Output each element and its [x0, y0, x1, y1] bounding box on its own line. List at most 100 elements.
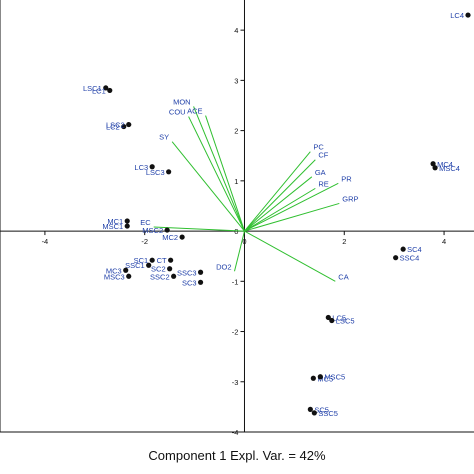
score-label: MSC2: [142, 226, 163, 235]
score-point: [146, 262, 152, 268]
loading-vector: [171, 141, 245, 232]
score-label: MC2: [162, 233, 178, 242]
score-label: LC5: [332, 313, 346, 322]
score-point: [432, 165, 438, 171]
loading-label: GRP: [342, 194, 358, 203]
score-point: [400, 246, 406, 252]
y-tick-label: 2: [234, 127, 238, 136]
loading-vector: [244, 187, 316, 232]
score-point: [126, 273, 132, 279]
score-label: SSC1: [125, 261, 145, 270]
score-label: LSC5: [336, 316, 355, 325]
score-label: MC3: [106, 266, 122, 275]
score-point: [393, 255, 399, 261]
loading-label: CA: [338, 272, 348, 281]
loading-label: PR: [341, 174, 352, 183]
score-point: [107, 87, 113, 94]
score-point: [465, 12, 471, 18]
loading-label: ACE: [187, 107, 202, 116]
score-point: [124, 218, 130, 224]
loading-label: GA: [315, 168, 326, 177]
score-point: [167, 266, 173, 272]
score-point: [149, 257, 155, 263]
loading-vector: [244, 202, 340, 232]
score-label: LSC1: [83, 84, 102, 93]
loading-label: DO2: [216, 262, 231, 271]
score-point: [179, 234, 185, 240]
score-point: [197, 269, 204, 275]
x-tick-label: -2: [141, 237, 148, 246]
loading-vector: [205, 115, 245, 232]
score-label: CT: [157, 256, 167, 265]
score-label: LSC3: [146, 168, 165, 177]
loading-label: PC: [313, 143, 324, 152]
score-label: SSC2: [150, 272, 170, 281]
score-label: SSC3: [177, 268, 197, 277]
score-label: SC1: [134, 256, 149, 265]
score-point: [307, 406, 313, 412]
y-tick-label: -3: [232, 378, 239, 387]
score-label: LC4: [450, 11, 464, 20]
loading-label: EC: [140, 218, 151, 227]
loading-vector: [244, 176, 313, 232]
y-tick-label: 4: [234, 26, 238, 35]
x-tick-label: 4: [442, 237, 446, 246]
score-label: LC1: [92, 86, 106, 95]
score-label: LC2: [106, 123, 120, 132]
loading-vector: [244, 182, 339, 232]
score-point: [123, 267, 129, 273]
loading-vector: [188, 116, 245, 232]
loading-label: SY: [159, 133, 169, 142]
x-tick-label: -4: [42, 237, 49, 246]
y-tick-label: 1: [234, 177, 238, 186]
y-tick-label: 0: [234, 227, 238, 236]
score-point: [124, 223, 130, 229]
score-point: [329, 317, 335, 324]
loading-vector: [244, 159, 316, 232]
score-label: MC4: [437, 160, 453, 169]
score-label: LC3: [134, 163, 148, 172]
score-point: [325, 314, 331, 321]
loading-vector: [244, 151, 311, 232]
score-label: MSC4: [439, 164, 460, 173]
x-tick-label: 2: [342, 237, 346, 246]
score-point: [168, 257, 174, 263]
score-point: [103, 85, 109, 91]
y-tick-label: 3: [234, 76, 238, 85]
loading-vector: [193, 106, 245, 232]
loading-label: COU: [169, 108, 186, 117]
score-label: MSC5: [324, 373, 345, 382]
x-tick-label: 0: [242, 237, 246, 246]
score-point: [166, 169, 172, 175]
score-label: LSC2: [106, 121, 125, 130]
score-label: SSC4: [400, 254, 420, 263]
loading-vector: [234, 230, 245, 272]
score-label: SC5: [314, 405, 329, 414]
score-label: MSC1: [102, 222, 123, 231]
score-point: [197, 279, 204, 285]
score-label: MSC3: [104, 272, 125, 281]
score-point: [317, 374, 323, 380]
loading-vector: [244, 230, 336, 282]
score-point: [430, 161, 436, 167]
y-tick-label: -2: [232, 328, 239, 337]
loading-label: RE: [318, 179, 328, 188]
score-label: MC5: [317, 374, 333, 383]
score-point: [311, 410, 317, 416]
x-axis-label: Component 1 Expl. Var. = 42%: [148, 448, 326, 463]
loading-label: CF: [318, 151, 328, 160]
score-point: [149, 164, 155, 170]
score-point: [164, 227, 170, 233]
score-point: [126, 121, 132, 128]
y-tick-label: -4: [232, 428, 239, 437]
score-point: [310, 375, 316, 381]
score-label: SSC5: [318, 409, 338, 418]
score-point: [171, 273, 177, 279]
score-label: SC3: [182, 278, 197, 287]
loading-vector: [153, 226, 245, 232]
loading-label: MON: [173, 97, 191, 106]
score-label: SC4: [407, 245, 422, 254]
